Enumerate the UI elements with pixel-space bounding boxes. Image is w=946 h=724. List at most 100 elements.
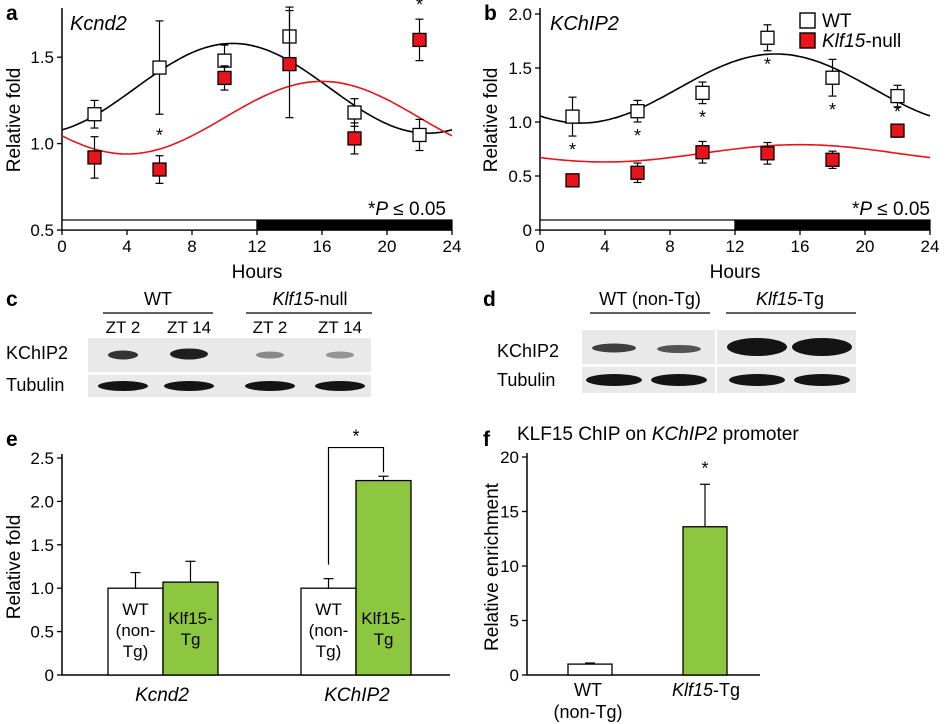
panel-c-lane-3: ZT 2 bbox=[253, 318, 288, 337]
band-c-kchip2-3 bbox=[256, 351, 284, 359]
panel-f-title: KLF15 ChIP on KChIP2 promoter bbox=[517, 424, 799, 445]
pvalue-rest: ≤ 0.05 bbox=[388, 199, 446, 220]
legend-wt-label: WT bbox=[822, 11, 852, 32]
legend-null-marker bbox=[799, 32, 816, 49]
panel-d-group-wt: WT (non-Tg) bbox=[599, 289, 701, 309]
wt-bar bbox=[567, 663, 613, 676]
title-italic: KChIP2 bbox=[652, 424, 718, 445]
group-tg-rest: -Tg bbox=[797, 289, 824, 309]
wt-bar-label: Tg) bbox=[123, 642, 149, 661]
y-tick-label: 0.5 bbox=[508, 167, 532, 186]
wt-point bbox=[890, 88, 905, 104]
group-null-rest: -null bbox=[314, 289, 348, 309]
panel-b-ylabel: Relative fold bbox=[481, 68, 502, 173]
panel-f-label: f bbox=[483, 428, 491, 451]
x-tick-label: 8 bbox=[665, 237, 674, 256]
wt-point bbox=[87, 107, 102, 122]
x-tick-label: 16 bbox=[313, 237, 332, 256]
panel-f-cat1-line2: (non-Tg) bbox=[553, 702, 622, 722]
x-tick-label: 16 bbox=[791, 237, 810, 256]
panel-a-plot: 0.5 1.0 1.5 0 4 8 12 16 20 24 * * bbox=[30, 0, 461, 256]
significance-star: * bbox=[764, 55, 771, 75]
x-tick-label: 8 bbox=[187, 237, 196, 256]
band-d-kchip2-1 bbox=[592, 343, 636, 353]
title-suffix: promoter bbox=[717, 424, 799, 445]
title-prefix: KLF15 ChIP on bbox=[517, 424, 652, 445]
significance-star: * bbox=[699, 108, 706, 128]
wt-point bbox=[760, 30, 775, 45]
band-d-kchip2-4 bbox=[792, 338, 852, 356]
panel-d-row-kchip2: KChIP2 bbox=[497, 341, 559, 361]
panel-c-label: c bbox=[6, 288, 18, 311]
panel-f-ylabel: Relative enrichment bbox=[482, 482, 503, 651]
y-tick-label: 0 bbox=[45, 666, 54, 685]
wt-bar-label: WT bbox=[315, 600, 341, 619]
pvalue-p: P bbox=[375, 199, 388, 220]
significance-star: * bbox=[352, 427, 359, 447]
panel-d: d WT (non-Tg) Klf15-Tg KChIP2 Tubulin bbox=[483, 288, 856, 393]
null-point bbox=[87, 150, 102, 165]
band-d-kchip2-3 bbox=[727, 338, 787, 356]
panel-c-lane-1: ZT 2 bbox=[106, 318, 141, 337]
y-tick-label: 20 bbox=[500, 448, 519, 467]
band-d-tubulin-3 bbox=[729, 374, 785, 386]
significance-bracket bbox=[327, 446, 385, 565]
null-point bbox=[412, 32, 427, 48]
tg-bar-label: Klf15- bbox=[361, 609, 405, 628]
pvalue-star: * bbox=[852, 199, 860, 220]
panel-a: a Kcnd2 0.5 1.0 1.5 0 4 8 12 16 20 24 * * Relative … bbox=[4, 0, 461, 283]
wt-point bbox=[152, 60, 167, 75]
dark-phase-bar bbox=[734, 219, 931, 231]
significance-star: * bbox=[701, 458, 708, 478]
legend-null-rest: -null bbox=[865, 31, 901, 52]
cat2-italic: Klf15 bbox=[672, 680, 714, 700]
band-c-kchip2-2 bbox=[170, 348, 208, 360]
null-point bbox=[152, 162, 167, 177]
wt-point bbox=[630, 104, 645, 119]
y-tick-label: 10 bbox=[500, 557, 519, 576]
band-c-tubulin-4 bbox=[315, 381, 365, 391]
group-tg-italic: Klf15 bbox=[756, 289, 798, 309]
panel-e-plot: 0 0.5 1.0 1.5 2.0 2.5 WT (non- Tg) WT (non- Tg) Klf1… bbox=[30, 427, 450, 685]
wt-bar-label: Tg) bbox=[316, 642, 342, 661]
panel-d-label: d bbox=[483, 288, 496, 311]
y-tick-label: 0 bbox=[510, 666, 519, 685]
y-tick-label: 2.5 bbox=[30, 449, 54, 468]
tg-bar-label: Tg bbox=[181, 630, 201, 649]
significance-star: * bbox=[569, 140, 576, 160]
panel-c-group-null: Klf15-null bbox=[272, 289, 347, 309]
significance-star: * bbox=[156, 126, 163, 146]
band-d-tubulin-1 bbox=[586, 374, 642, 386]
panel-f: f KLF15 ChIP on KChIP2 promoter 0 5 10 15 20… bbox=[482, 424, 799, 722]
group-null-italic: Klf15 bbox=[272, 289, 314, 309]
wt-point bbox=[412, 127, 427, 143]
x-tick-label: 4 bbox=[600, 237, 609, 256]
tg-bar bbox=[355, 479, 412, 676]
wt-bar-label: (non- bbox=[309, 621, 349, 640]
y-tick-label: 0 bbox=[523, 221, 532, 240]
wt-fit-curve bbox=[539, 53, 931, 124]
panel-e-group-kchip2: KChIP2 bbox=[324, 685, 390, 706]
band-d-tubulin-2 bbox=[651, 374, 707, 386]
panel-a-xlabel: Hours bbox=[232, 262, 283, 283]
wt-fit-curve bbox=[61, 42, 453, 135]
panel-b: b KChIP2 00.51.01.52.00 4 8 12 16 20 24***** * … bbox=[481, 2, 939, 283]
panel-b-label: b bbox=[484, 2, 497, 25]
band-c-tubulin-3 bbox=[245, 381, 295, 391]
x-tick-label: 12 bbox=[248, 237, 267, 256]
panel-c: c WT Klf15-null ZT 2 ZT 14 ZT 2 ZT 14 KC… bbox=[6, 288, 372, 397]
tg-bar bbox=[162, 581, 219, 676]
y-tick-label: 2.0 bbox=[30, 492, 54, 511]
panel-d-group-tg: Klf15-Tg bbox=[756, 289, 824, 309]
light-phase-bar bbox=[539, 219, 736, 231]
x-tick-label: 24 bbox=[921, 237, 940, 256]
null-point bbox=[890, 123, 905, 138]
x-tick-label: 24 bbox=[443, 237, 462, 256]
null-fit-curve bbox=[539, 143, 931, 163]
panel-e-group-kcnd2: Kcnd2 bbox=[135, 685, 189, 706]
band-c-kchip2-1 bbox=[108, 350, 138, 360]
panel-a-label: a bbox=[6, 2, 18, 25]
y-tick-label: 1.5 bbox=[30, 48, 54, 67]
significance-star: * bbox=[894, 102, 901, 122]
significance-star: * bbox=[634, 126, 641, 146]
